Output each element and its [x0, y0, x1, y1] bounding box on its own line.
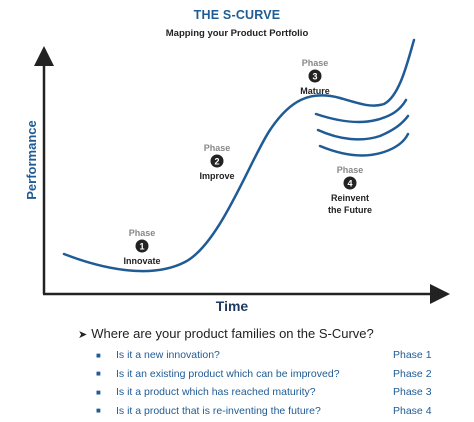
phase-2-number-badge — [210, 154, 224, 168]
phase-3-number: 3 — [312, 72, 317, 82]
phase-3-number-badge — [308, 69, 322, 83]
question-heading: ➤ Where are your product families on the … — [78, 326, 438, 341]
list-item-phase: Phase 3 — [393, 386, 432, 399]
s-curve-line — [62, 38, 416, 273]
list-item-phase: Phase 2 — [393, 367, 432, 380]
list-item: ■ Is it a new innovation? Phase 1 — [78, 346, 438, 365]
phase-1-word: Phase — [129, 228, 156, 238]
question-text: Where are your product families on the S… — [91, 326, 374, 341]
phase-3-label: Phase 3 Mature — [300, 58, 330, 96]
phase-1-name: Innovate — [123, 256, 160, 266]
phase-4-number: 4 — [347, 179, 352, 189]
list-item: ■ Is it a product which has reached matu… — [78, 383, 438, 402]
list-item-text: Is it an existing product which can be i… — [116, 367, 340, 380]
question-block: ➤ Where are your product families on the … — [78, 326, 438, 420]
phase-3-word: Phase — [302, 58, 329, 68]
bullet-icon: ■ — [96, 406, 101, 416]
list-item-phase: Phase 1 — [393, 349, 432, 362]
reinvent-curve-3 — [318, 132, 410, 157]
phase-1-number: 1 — [139, 242, 144, 252]
phase-4-word: Phase — [337, 165, 364, 175]
phase-4-label: Phase 4 Reinvent the Future — [328, 165, 372, 215]
x-axis-label: Time — [216, 298, 249, 314]
y-axis-label: Performance — [24, 120, 39, 199]
list-item-text: Is it a new innovation? — [116, 349, 220, 362]
list-item-text: Is it a product which has reached maturi… — [116, 386, 316, 399]
arrow-bullet-icon: ➤ — [78, 329, 88, 341]
list-item-phase: Phase 4 — [393, 404, 432, 417]
phase-2-word: Phase — [204, 143, 231, 153]
phase-1-number-badge — [135, 239, 149, 253]
phase-2-label: Phase 2 Improve — [199, 143, 234, 181]
reinvent-curve-1 — [314, 98, 408, 124]
diagram-title: THE S-CURVE — [193, 8, 281, 22]
bullet-icon: ■ — [96, 387, 101, 397]
phase-4-name-line2: the Future — [328, 205, 372, 215]
s-curve-diagram: Performance Time Phase 1 Innovate Phase … — [24, 38, 450, 314]
list-item: ■ Is it an existing product which can be… — [78, 365, 438, 384]
phase-2-number: 2 — [214, 157, 219, 167]
phase-4-name-line1: Reinvent — [331, 193, 369, 203]
phase-4-number-badge — [343, 176, 357, 190]
phase-1-label: Phase 1 Innovate — [123, 228, 160, 266]
reinvent-curve-2 — [316, 114, 410, 141]
list-item: ■ Is it a product that is re-inventing t… — [78, 402, 438, 421]
bullet-icon: ■ — [96, 369, 101, 379]
bullet-icon: ■ — [96, 350, 101, 360]
phase-3-name: Mature — [300, 86, 330, 96]
diagram-subtitle: Mapping your Product Portfolio — [165, 28, 309, 39]
list-item-text: Is it a product that is re-inventing the… — [116, 404, 321, 417]
phase-2-name: Improve — [199, 171, 234, 181]
